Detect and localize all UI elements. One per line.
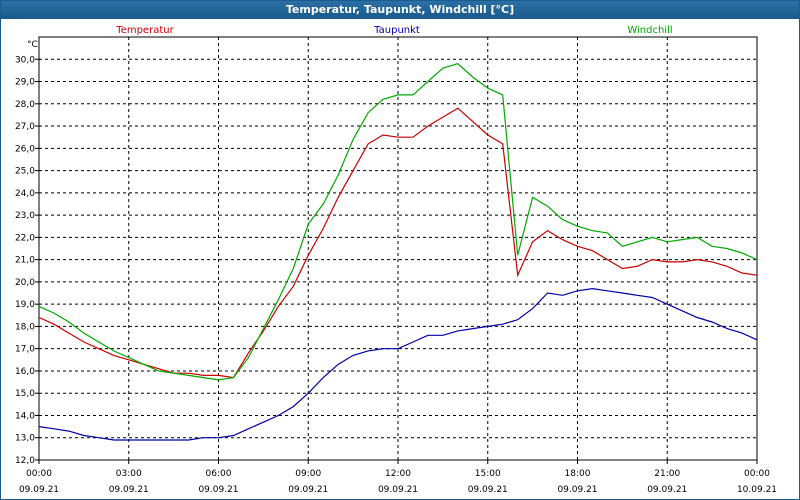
x-tick-date: 09.09.21 <box>378 485 418 495</box>
series-line-windchill <box>38 63 758 381</box>
x-tick-date: 09.09.21 <box>647 485 687 495</box>
y-tick-label: 24,0 <box>15 189 35 199</box>
y-tick-label: 19,0 <box>15 300 35 310</box>
y-tick-label: 17,0 <box>15 345 35 355</box>
series-line-taupunkt <box>38 287 758 441</box>
x-tick-time: 09:00 <box>295 469 321 479</box>
y-tick-label: 30,0 <box>15 55 35 65</box>
y-tick-label: 27,0 <box>15 122 35 132</box>
x-tick-date: 09.09.21 <box>19 485 59 495</box>
x-tick-date: 10.09.21 <box>737 485 777 495</box>
x-tick-date: 09.09.21 <box>109 485 149 495</box>
y-tick-label: 16,0 <box>15 367 35 377</box>
x-tick-date: 09.09.21 <box>198 485 238 495</box>
y-tick-label: 28,0 <box>15 100 35 110</box>
x-tick-date: 09.09.21 <box>468 485 508 495</box>
x-tick-date: 09.09.21 <box>557 485 597 495</box>
x-tick-time: 00:00 <box>744 469 770 479</box>
y-axis-unit: °C <box>27 40 38 50</box>
y-tick-label: 25,0 <box>15 167 35 177</box>
y-tick-label: 14,0 <box>15 411 35 421</box>
series <box>38 63 758 441</box>
y-tick-label: 12,0 <box>15 456 35 466</box>
x-tick-date: 09.09.21 <box>288 485 328 495</box>
x-tick-time: 00:00 <box>26 469 52 479</box>
y-tick-label: 26,0 <box>15 144 35 154</box>
x-tick-time: 06:00 <box>206 469 232 479</box>
legend: Temperatur Taupunkt Windchill <box>115 25 672 36</box>
legend-windchill: Windchill <box>627 25 672 36</box>
legend-taupunkt: Taupunkt <box>373 25 420 36</box>
y-tick-label: 22,0 <box>15 233 35 243</box>
x-tick-time: 21:00 <box>654 469 680 479</box>
y-tick-label: 18,0 <box>15 322 35 332</box>
x-tick-time: 03:00 <box>116 469 142 479</box>
y-tick-label: 23,0 <box>15 211 35 221</box>
y-tick-label: 20,0 <box>15 278 35 288</box>
series-line-temperatur <box>38 107 758 379</box>
y-tick-label: 13,0 <box>15 434 35 444</box>
y-tick-label: 15,0 <box>15 389 35 399</box>
x-tick-time: 12:00 <box>385 469 411 479</box>
x-tick-time: 18:00 <box>565 469 591 479</box>
y-tick-label: 21,0 <box>15 256 35 266</box>
grid <box>39 37 757 460</box>
window-title: Temperatur, Taupunkt, Windchill [°C] <box>1 1 799 19</box>
y-tick-label: 29,0 <box>15 78 35 88</box>
x-tick-time: 15:00 <box>475 469 501 479</box>
legend-temperatur: Temperatur <box>115 25 174 36</box>
axes: °C 12,0 13,0 14,0 15,0 16,0 17,0 18,0 19,0 20,0 21… <box>15 40 777 495</box>
